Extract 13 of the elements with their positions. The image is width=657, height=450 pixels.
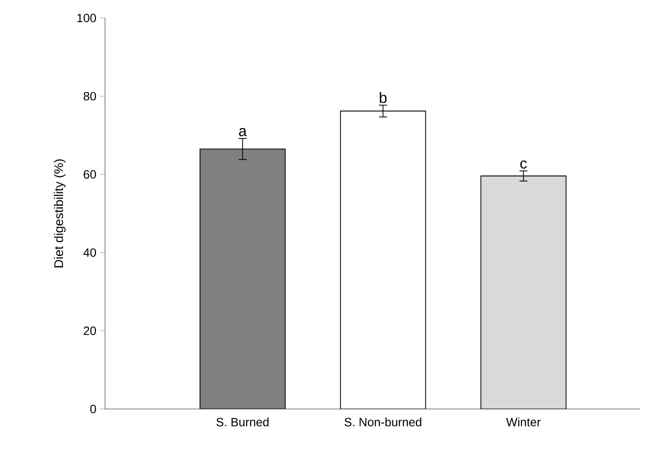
y-axis-title: Diet digestibility (%) [54,159,66,268]
y-tick-label: 0 [90,404,96,414]
y-tick-label: 40 [83,248,96,257]
y-tick-label: 20 [84,326,96,336]
annotation: b [380,92,387,103]
x-tick-label: S. Non-burned [344,418,422,426]
annotation: a [239,128,247,136]
y-tick-label: 80 [84,92,96,100]
y-tick-label: 60 [84,170,96,179]
annotation: c [520,160,527,169]
y-tick-label: 100 [77,14,96,22]
x-tick-label: Winter [506,418,541,426]
x-tick-label: S. Burned [216,418,269,426]
